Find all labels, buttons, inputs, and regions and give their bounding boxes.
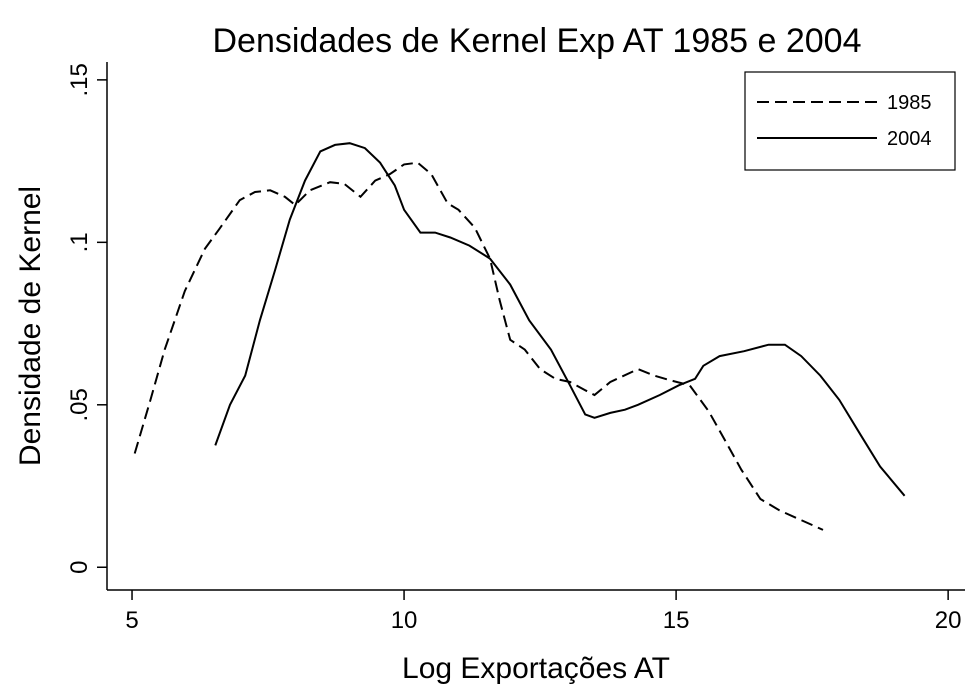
legend-label: 2004 (887, 128, 932, 150)
series-line (133, 161, 824, 531)
y-tick-label: .15 (66, 63, 93, 96)
x-tick-label: 10 (391, 607, 418, 634)
legend-box (744, 71, 956, 171)
y-axis-label: Densidade de Kernel (14, 186, 47, 466)
x-axis-label: Log Exportações AT (402, 652, 670, 685)
legend-label: 1985 (887, 92, 932, 114)
y-tick-label: .1 (66, 232, 93, 252)
y-tick-label: 0 (66, 561, 93, 574)
x-tick-label: 5 (125, 607, 138, 634)
x-tick-label: 20 (935, 607, 962, 634)
x-tick-label: 15 (663, 607, 690, 634)
series-line (214, 142, 906, 497)
y-tick-label: .05 (66, 388, 93, 421)
chart-title: Densidades de Kernel Exp AT 1985 e 2004 (213, 22, 862, 60)
